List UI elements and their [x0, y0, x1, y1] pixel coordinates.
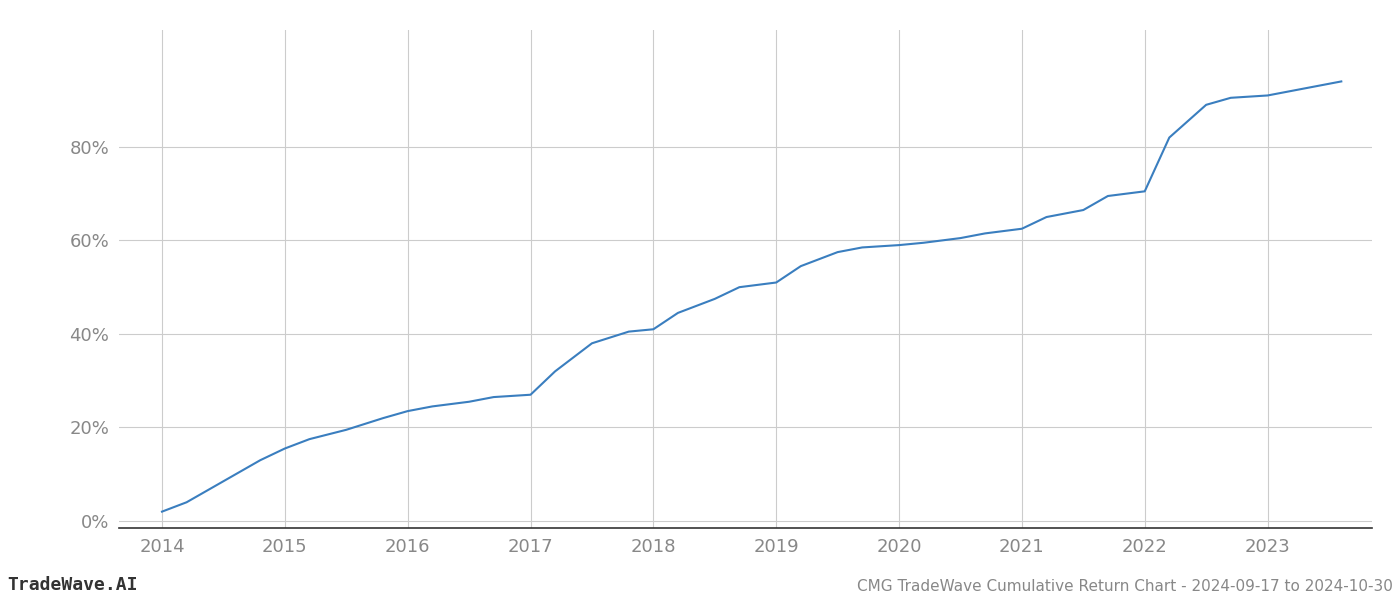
Text: TradeWave.AI: TradeWave.AI	[7, 576, 137, 594]
Text: CMG TradeWave Cumulative Return Chart - 2024-09-17 to 2024-10-30: CMG TradeWave Cumulative Return Chart - …	[857, 579, 1393, 594]
